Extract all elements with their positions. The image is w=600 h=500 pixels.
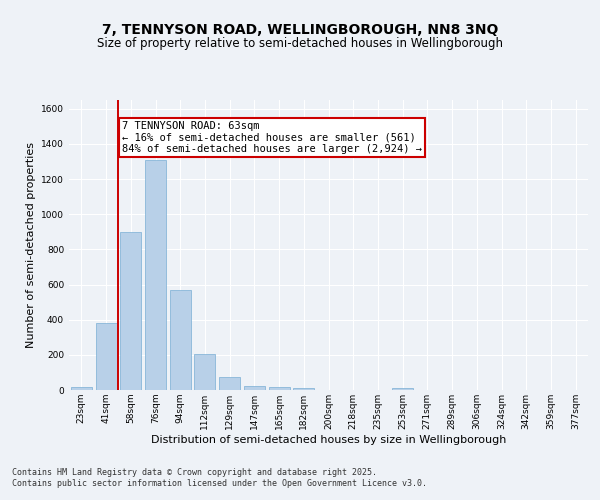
Bar [194,354,215,390]
Bar [71,388,92,390]
Bar [269,388,290,390]
Bar [219,377,240,390]
Bar [145,160,166,390]
Text: 7, TENNYSON ROAD, WELLINGBOROUGH, NN8 3NQ: 7, TENNYSON ROAD, WELLINGBOROUGH, NN8 3N… [102,22,498,36]
Text: 7 TENNYSON ROAD: 63sqm
← 16% of semi-detached houses are smaller (561)
84% of se: 7 TENNYSON ROAD: 63sqm ← 16% of semi-det… [122,121,422,154]
Text: Size of property relative to semi-detached houses in Wellingborough: Size of property relative to semi-detach… [97,38,503,51]
Bar [293,388,314,390]
Bar [95,323,116,390]
Y-axis label: Number of semi-detached properties: Number of semi-detached properties [26,142,35,348]
Text: Contains HM Land Registry data © Crown copyright and database right 2025.
Contai: Contains HM Land Registry data © Crown c… [12,468,427,487]
Bar [120,232,141,390]
Bar [244,386,265,390]
Bar [170,290,191,390]
Bar [392,388,413,390]
X-axis label: Distribution of semi-detached houses by size in Wellingborough: Distribution of semi-detached houses by … [151,434,506,444]
